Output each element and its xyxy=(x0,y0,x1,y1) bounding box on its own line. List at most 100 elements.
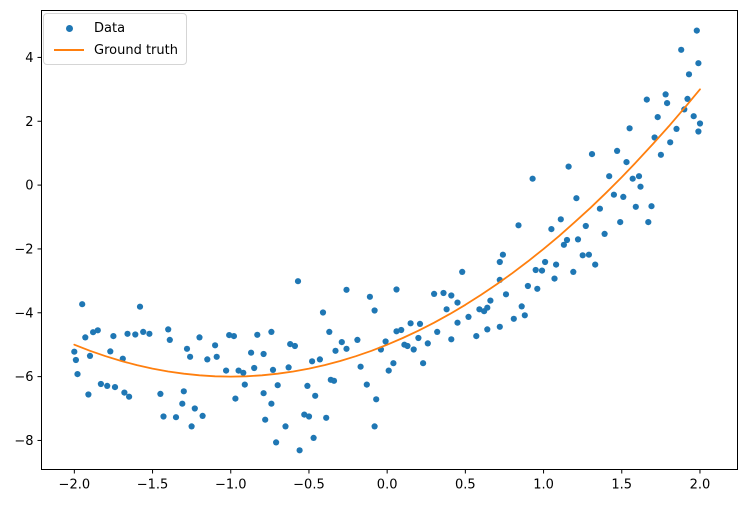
scatter-point xyxy=(260,390,267,397)
scatter-point xyxy=(343,286,350,293)
scatter-point xyxy=(476,306,483,313)
scatter-point xyxy=(678,46,685,53)
scatter-point xyxy=(524,282,532,290)
scatter-point xyxy=(332,347,339,354)
scatter-point xyxy=(473,333,480,340)
scatter-point xyxy=(301,411,308,418)
scatter-point xyxy=(71,348,78,355)
scatter-point xyxy=(179,400,186,407)
scatter-point xyxy=(693,27,700,34)
scatter-point xyxy=(557,216,564,223)
scatter-point xyxy=(294,278,302,285)
scatter-point xyxy=(534,285,541,292)
scatter-point xyxy=(319,309,327,316)
axes-box xyxy=(41,10,738,470)
scatter-point xyxy=(385,367,392,374)
scatter-point xyxy=(620,193,627,200)
x-tick-label: 2.0 xyxy=(690,478,711,493)
scatter-point xyxy=(538,267,546,274)
scatter-point xyxy=(132,331,139,338)
scatter-point xyxy=(104,382,111,389)
scatter-point xyxy=(585,251,593,258)
scatter-point xyxy=(487,297,494,304)
scatter-point xyxy=(166,336,173,343)
scatter-point xyxy=(291,342,298,350)
y-tick-label: 4 xyxy=(25,51,33,66)
x-tick-label: 0.0 xyxy=(377,478,398,493)
scatter-point xyxy=(136,303,144,310)
scatter-point xyxy=(673,125,680,132)
scatter-point xyxy=(107,348,114,355)
y-tick-label: −2 xyxy=(14,242,33,257)
scatter-point xyxy=(287,341,294,348)
scatter-point xyxy=(420,360,427,367)
scatter-point xyxy=(316,356,323,363)
scatter-point xyxy=(407,320,414,327)
scatter-point xyxy=(563,236,571,244)
y-tick-label: −6 xyxy=(14,370,33,385)
scatter-point xyxy=(570,268,577,275)
y-tick-label: −8 xyxy=(14,434,33,449)
scatter-point xyxy=(97,380,104,388)
scatter-point xyxy=(440,289,447,297)
scatter-point xyxy=(74,371,81,378)
scatter-point xyxy=(454,299,461,306)
scatter-point xyxy=(632,203,639,210)
x-tick-label: 1.5 xyxy=(611,478,632,493)
scatter-point xyxy=(373,396,380,403)
scatter-point xyxy=(390,360,397,367)
scatter-point xyxy=(484,326,491,333)
scatter-point xyxy=(565,163,572,170)
scatter-point xyxy=(371,307,378,314)
scatter-point xyxy=(579,252,586,259)
plot-spines xyxy=(41,10,738,470)
scatter-point xyxy=(230,333,237,340)
scatter-point xyxy=(240,369,247,376)
scatter-point xyxy=(529,175,536,182)
scatter-point xyxy=(343,345,350,352)
x-tick-label: −1.0 xyxy=(215,478,247,493)
scatter-point xyxy=(415,334,422,342)
scatter-point xyxy=(232,395,239,402)
scatter-point xyxy=(548,226,555,233)
scatter-point xyxy=(553,261,560,268)
scatter-point xyxy=(260,350,267,358)
scatter-point xyxy=(269,366,277,373)
scatter-point xyxy=(510,315,517,322)
scatter-point xyxy=(268,400,275,407)
legend-label-ground-truth: Ground truth xyxy=(94,42,178,58)
scatter-point xyxy=(188,423,195,430)
scatter-point xyxy=(310,434,317,441)
scatter-point xyxy=(434,328,441,335)
scatter-point xyxy=(235,367,242,374)
scatter-point xyxy=(124,330,131,337)
scatter-point xyxy=(251,364,258,372)
scatter-point xyxy=(191,405,198,412)
scatter-point xyxy=(323,414,330,421)
scatter-point xyxy=(459,268,466,275)
scatter-point xyxy=(110,333,117,340)
scatter-point xyxy=(431,290,438,297)
x-tick-label: −2.0 xyxy=(59,478,91,493)
scatter-point xyxy=(393,328,400,335)
legend-handle xyxy=(52,24,86,32)
scatter-point xyxy=(305,413,313,420)
legend-label-data: Data xyxy=(94,20,126,36)
scatter-point xyxy=(637,183,644,190)
scatter-point xyxy=(79,301,86,308)
scatter-point xyxy=(212,342,219,349)
scatter-point xyxy=(573,195,580,202)
scatter-point xyxy=(94,327,101,334)
scatter-point xyxy=(645,219,652,226)
scatter-point xyxy=(596,205,604,212)
scatter-point xyxy=(551,275,558,282)
scatter-point xyxy=(664,100,671,107)
scatter-point xyxy=(268,328,275,335)
scatter-point xyxy=(330,377,338,384)
data-point-marker-icon xyxy=(65,24,73,32)
scatter-point xyxy=(617,219,624,226)
ground-truth-line-icon xyxy=(54,49,84,51)
scatter-point xyxy=(601,230,608,237)
scatter-point xyxy=(226,332,233,339)
scatter-point xyxy=(614,147,621,154)
